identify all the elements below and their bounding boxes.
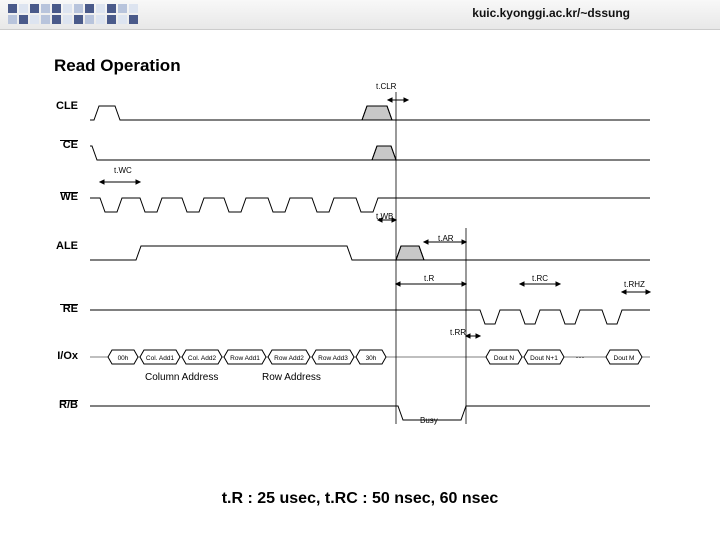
header-square (63, 15, 72, 24)
header-square (52, 15, 61, 24)
svg-text:Dout N: Dout N (494, 355, 515, 362)
header-square (30, 15, 39, 24)
signal-label-cle: CLE (38, 100, 78, 112)
signal-label-re: RE (38, 304, 78, 315)
svg-text:Dout M: Dout M (614, 355, 635, 362)
header-square (41, 4, 50, 13)
timing-diagram: CLE CE WE ALE RE I/Ox R/B 00h Col. Add1 Col. Add… (40, 88, 680, 458)
svg-text:Row Add2: Row Add2 (274, 355, 304, 362)
svg-text:Row Add1: Row Add1 (230, 355, 260, 362)
header-square (74, 4, 83, 13)
label-tclr: t.CLR (376, 82, 396, 91)
signal-label-rb: R/B (38, 400, 78, 411)
svg-text:Dout N+1: Dout N+1 (530, 355, 558, 362)
header-square (96, 15, 105, 24)
svg-text:Col. Add1: Col. Add1 (146, 355, 175, 362)
header-square (85, 4, 94, 13)
label-tr: t.R (424, 274, 434, 283)
header-square (107, 4, 116, 13)
signal-label-ce: CE (38, 140, 78, 151)
header-square (41, 15, 50, 24)
label-trhz: t.RHZ (624, 280, 645, 289)
header-square (129, 4, 138, 13)
footer-timing-text: t.R : 25 usec, t.RC : 50 nsec, 60 nsec (0, 490, 720, 508)
svg-text:00h: 00h (118, 355, 129, 362)
label-trc: t.RC (532, 274, 548, 283)
caption-col-addr: Column Address (145, 372, 218, 383)
header-square (85, 15, 94, 24)
svg-text:···: ··· (576, 352, 585, 362)
signal-label-ale: ALE (38, 240, 78, 252)
header-square (107, 15, 116, 24)
label-twb: t.WB (376, 212, 393, 221)
header-square (74, 15, 83, 24)
header-square (96, 4, 105, 13)
header-square (19, 4, 28, 13)
svg-text:30h: 30h (366, 355, 377, 362)
label-twc: t.WC (114, 166, 132, 175)
label-trr: t.RR (450, 328, 466, 337)
header-square (19, 15, 28, 24)
header-url: kuic.kyonggi.ac.kr/~dssung (472, 6, 630, 20)
signal-label-we: WE (38, 192, 78, 203)
svg-text:Col. Add2: Col. Add2 (188, 355, 217, 362)
svg-text:Row Add3: Row Add3 (318, 355, 348, 362)
signal-label-iox: I/Ox (38, 350, 78, 362)
label-busy: Busy (420, 416, 438, 425)
header-square (63, 4, 72, 13)
header-square (30, 4, 39, 13)
page-title: Read Operation (54, 56, 181, 76)
header-square (118, 4, 127, 13)
header-square (8, 15, 17, 24)
header-square (129, 15, 138, 24)
header-square (118, 15, 127, 24)
header-square (8, 4, 17, 13)
header-square (52, 4, 61, 13)
caption-row-addr: Row Address (262, 372, 321, 383)
label-tar: t.AR (438, 234, 454, 243)
